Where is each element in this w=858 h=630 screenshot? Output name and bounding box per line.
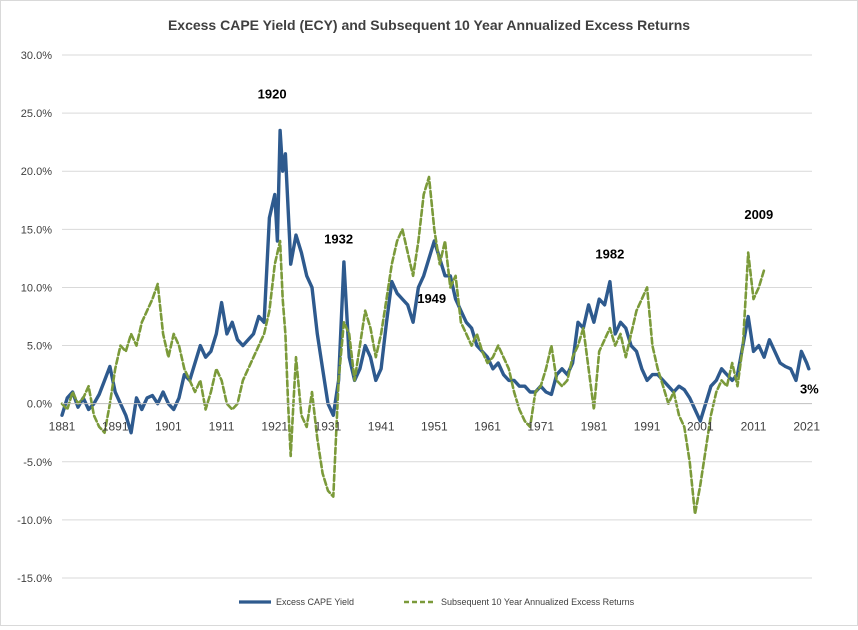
annotation-label: 2009 — [744, 207, 773, 222]
x-tick-label: 1991 — [634, 420, 661, 434]
x-tick-label: 1931 — [315, 420, 342, 434]
x-tick-label: 1901 — [155, 420, 182, 434]
annotation-label: 1920 — [258, 86, 287, 101]
x-tick-label: 1911 — [209, 420, 235, 434]
x-tick-label: 2011 — [741, 420, 767, 434]
y-tick-label: 10.0% — [21, 282, 52, 294]
annotation-label: 1982 — [595, 247, 624, 262]
series-lines — [60, 128, 811, 516]
annotation-label: 1949 — [417, 291, 446, 306]
x-tick-label: 1891 — [102, 420, 129, 434]
y-tick-label: -10.0% — [17, 515, 52, 527]
y-tick-label: 15.0% — [21, 224, 52, 236]
legend-label: Excess CAPE Yield — [276, 597, 354, 607]
series-line-subsequent-returns — [60, 175, 766, 516]
chart-title: Excess CAPE Yield (ECY) and Subsequent 1… — [168, 17, 690, 33]
legend-label: Subsequent 10 Year Annualized Excess Ret… — [441, 597, 635, 607]
series-line-excess-cape-yield — [60, 128, 811, 435]
grid-lines — [62, 54, 812, 579]
x-tick-label: 1961 — [474, 420, 501, 434]
y-tick-label: 5.0% — [27, 341, 52, 353]
annotation-label: 3% — [800, 382, 819, 397]
x-tick-label: 1981 — [581, 420, 608, 434]
x-axis: 1881 1891 1901 1911 1921 1931 1941 1951 1961 1971… — [49, 403, 820, 434]
annotation-label: 1932 — [324, 232, 353, 247]
x-tick-label: 1971 — [527, 420, 554, 434]
legend: Excess CAPE Yield Subsequent 10 Year Annu… — [239, 597, 635, 607]
y-axis-ticks: 30.0% 25.0% 20.0% 15.0% 10.0% 5.0% 0.0% -5.0% -1… — [17, 50, 52, 585]
y-tick-label: 0.0% — [27, 399, 52, 411]
y-tick-label: 30.0% — [21, 50, 52, 62]
x-tick-label: 1941 — [368, 420, 395, 434]
x-tick-label: 1951 — [421, 420, 448, 434]
y-tick-label: 20.0% — [21, 166, 52, 178]
x-tick-label: 1921 — [261, 420, 288, 434]
x-tick-label: 1881 — [49, 420, 76, 434]
annotations: 1920 1932 1949 1982 2009 3% — [258, 86, 820, 396]
y-tick-label: -15.0% — [17, 573, 52, 585]
y-tick-label: 25.0% — [21, 108, 52, 120]
x-tick-label: 2001 — [687, 420, 714, 434]
x-tick-label: 2021 — [793, 420, 820, 434]
y-tick-label: -5.0% — [23, 457, 52, 469]
